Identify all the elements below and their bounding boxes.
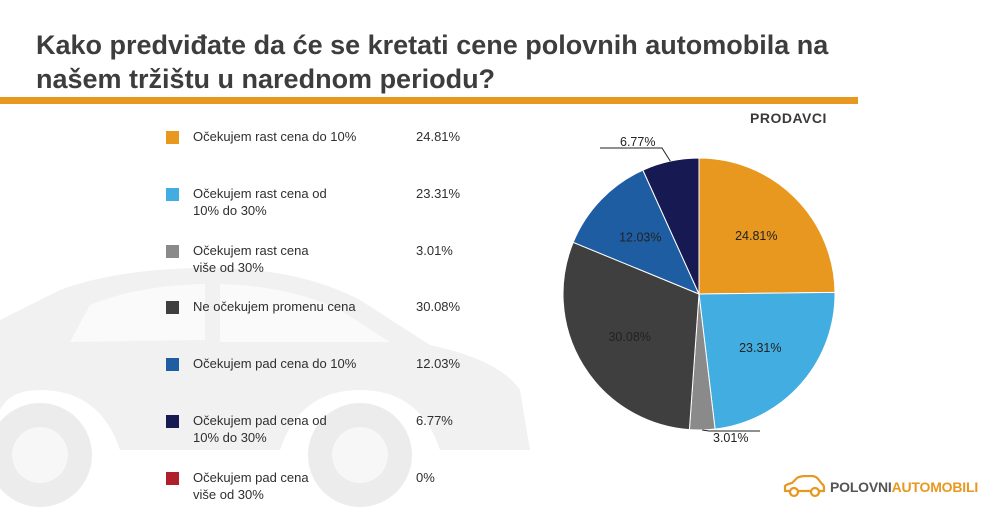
pie-slice — [698, 291, 836, 430]
slice-label: 30.08% — [608, 330, 650, 344]
legend-swatch — [166, 131, 179, 144]
leader-line — [600, 147, 671, 162]
legend-swatch — [166, 472, 179, 485]
legend-value: 30.08% — [416, 299, 461, 314]
legend-swatch — [166, 358, 179, 371]
legend-label: Očekujem pad cena više od 30% — [193, 470, 309, 502]
slice-label: 23.31% — [739, 341, 781, 355]
pie-slice — [698, 157, 836, 295]
car-silhouette-icon — [0, 268, 530, 507]
legend-value: 24.81% — [416, 129, 461, 144]
legend-value: 6.77% — [416, 413, 453, 428]
car-outline-icon — [783, 475, 826, 498]
legend-swatch — [166, 415, 179, 428]
slice-label: 3.01% — [713, 431, 748, 445]
pie-slice — [572, 169, 700, 295]
legend-swatch — [166, 245, 179, 258]
brand-logo: POLOVNIAUTOMOBILI — [782, 474, 978, 500]
slice-label: 6.77% — [620, 135, 655, 149]
legend-label: Ne očekujem promenu cena — [193, 299, 356, 314]
slice-label: 12.03% — [619, 230, 661, 244]
leader-line — [702, 429, 760, 432]
legend-value: 12.03% — [416, 356, 461, 371]
legend-value: 0% — [416, 470, 435, 485]
pie-slice — [562, 241, 700, 431]
legend-swatch — [166, 301, 179, 314]
legend-value: 3.01% — [416, 243, 453, 258]
legend-label: Očekujem rast cena više od 30% — [193, 243, 309, 275]
legend-label: Očekujem pad cena od 10% do 30% — [193, 413, 327, 445]
title-underline — [0, 97, 858, 104]
legend-label: Očekujem pad cena do 10% — [193, 356, 357, 371]
pie-title: PRODAVCI — [750, 110, 827, 126]
chart-title: Kako predviđate da će se kretati cene po… — [36, 30, 829, 94]
legend-swatch — [166, 188, 179, 201]
slice-label: 24.81% — [735, 229, 777, 243]
logo-text: POLOVNIAUTOMOBILI — [830, 479, 979, 495]
legend-value: 23.31% — [416, 186, 461, 201]
legend-label: Očekujem rast cena do 10% — [193, 129, 357, 144]
legend-label: Očekujem rast cena od 10% do 30% — [193, 186, 327, 218]
